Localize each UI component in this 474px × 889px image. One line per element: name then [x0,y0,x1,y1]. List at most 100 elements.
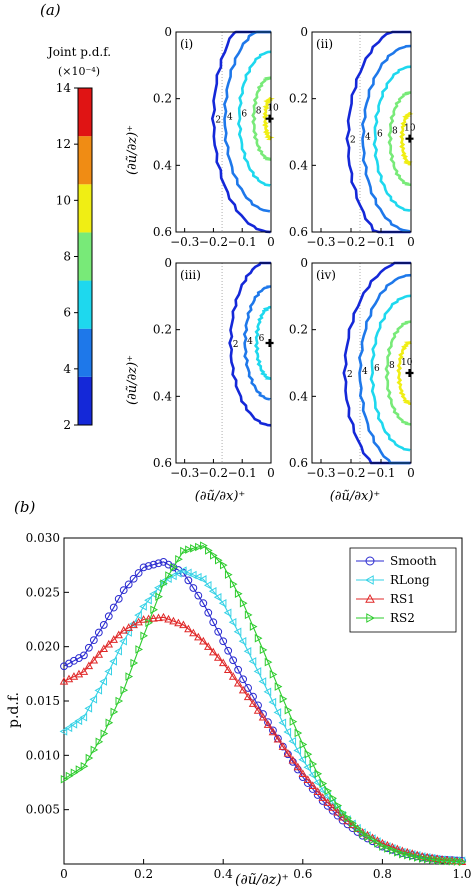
contour-y-tick-label: 0.6 [153,225,172,239]
contour-level-label: 10 [404,124,416,134]
data-point [154,559,163,568]
data-point [145,618,154,628]
contour-level-line [210,30,271,234]
data-point [173,569,182,578]
data-point [399,849,407,859]
contour-y-tick-label: 0.2 [289,92,308,106]
colorbar-scale: (×10⁻⁴) [58,65,100,78]
data-point [268,697,277,707]
data-point [264,657,273,667]
colorbar-segment [78,328,92,377]
data-point [365,593,375,603]
data-point [160,579,168,588]
pdf-y-tick-label: 0.025 [26,585,60,599]
data-point [443,856,452,866]
data-point [324,786,333,796]
data-point [154,583,162,592]
data-point [243,647,252,656]
data-point [229,579,238,589]
data-point [199,636,208,645]
data-point [273,734,283,743]
data-point [144,595,152,605]
data-point [243,692,253,701]
contour-panel: 2 4 6 (iii) −0.3 −0.2 −0.1 0 0 0.2 0.4 0.6 [153,256,275,480]
data-point [193,572,202,582]
data-point [384,844,392,853]
legend: Smooth RLong RS1 RS2 [349,547,457,633]
colorbar-segment [78,232,92,281]
contour-x-tick-label: 0 [267,466,275,480]
data-point [274,682,283,691]
data-point [65,771,74,781]
data-point [169,616,178,625]
data-point [278,718,287,727]
data-point [366,613,376,623]
pdf-y-tick-label: 0.005 [26,803,60,817]
data-point [119,586,128,595]
contour-y-tick-label: 0.4 [153,389,172,403]
colorbar: 2 4 6 8 10 12 14 [56,81,93,432]
contour-frame [311,31,412,233]
contour-frame [175,262,272,464]
pdf-ylabel: p.d.f. [6,692,22,728]
data-point [104,612,113,621]
contour-x-tick-label: −0.2 [199,466,228,480]
data-point [194,591,203,600]
data-point [109,603,118,612]
data-point [94,686,103,695]
data-point [105,718,114,727]
data-point [134,610,142,620]
pdf-x-tick-label: 0.2 [134,867,153,881]
data-point [60,774,69,784]
data-point [258,712,268,721]
data-point [223,608,232,617]
data-point [224,570,233,579]
data-point [239,675,248,684]
colorbar-tick-label: 6 [63,306,71,320]
data-point [184,576,193,585]
colorbar-tick-label: 4 [63,362,71,376]
data-point [404,851,412,860]
data-point [423,854,432,864]
data-point [224,646,233,655]
data-point [428,855,437,864]
legend-label: RS2 [390,611,415,625]
data-point [70,768,79,777]
contour-level-label: 6 [241,110,247,120]
contour-x-tick-label: −0.1 [366,235,395,249]
contour-panel-tag: (iv) [316,268,336,282]
contour-level-label: 10 [267,104,279,114]
contour-x-tick-label: −0.2 [336,235,365,249]
contour-panel-tag: (ii) [316,37,333,51]
contour-y-tick-label: 0.6 [289,225,308,239]
contour-level-line [372,65,412,212]
data-point [238,685,248,694]
data-point [263,720,273,728]
data-point [179,620,188,629]
data-point [259,645,268,655]
pdf-x-tick-label: 0.6 [293,867,312,881]
legend-label: Smooth [390,554,437,568]
data-point [204,642,213,650]
colorbar-title: Joint p.d.f. [46,45,111,59]
contour-x-tick-label: −0.3 [170,235,199,249]
contour-x-tick-label: −0.3 [170,466,199,480]
data-point [309,759,318,769]
data-point [458,857,467,867]
data-point [298,769,308,778]
data-point [299,740,308,749]
data-point [283,749,293,757]
contour-frame [311,262,412,464]
data-point [89,655,99,664]
data-point [448,857,457,866]
series-line [63,544,463,863]
colorbar-tick-label: 10 [56,193,71,207]
data-point [99,644,109,653]
data-point [144,562,153,570]
data-point [190,544,198,553]
data-point [84,661,94,670]
colorbar-tick-label: 14 [56,81,72,95]
pdf-x-tick-label: 1.0 [452,867,471,881]
data-point [359,829,367,838]
data-point [134,569,143,577]
